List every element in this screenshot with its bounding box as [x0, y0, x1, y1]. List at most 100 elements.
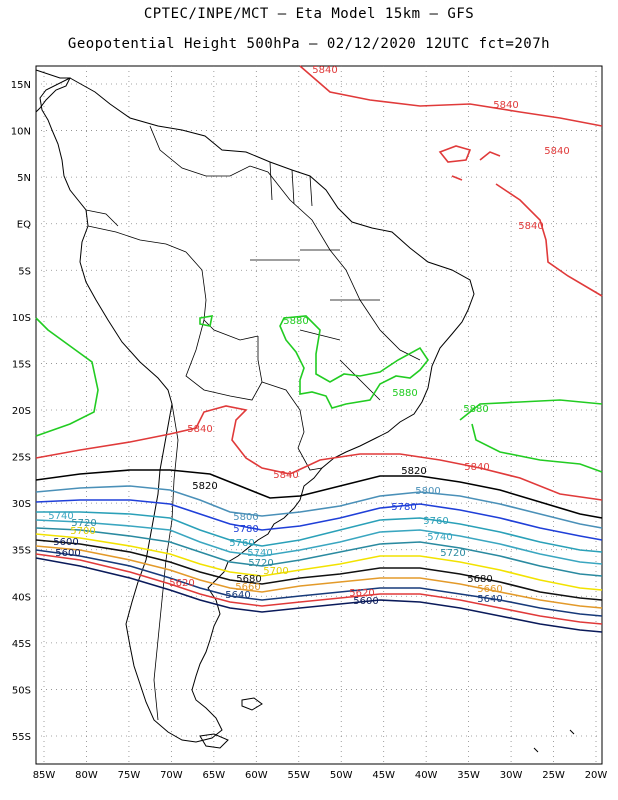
lat-tick-label: 50S — [12, 685, 31, 696]
longitude-labels: 85W 80W 75W 70W 65W 60W 55W 50W 45W 40W 35W 30W 25W 2… — [33, 770, 608, 781]
contour-5880-brazil — [199, 315, 429, 409]
contour-label-5740: 5740 — [247, 548, 272, 559]
lon-tick-label: 35W — [457, 770, 480, 781]
contour-lines — [35, 65, 603, 633]
lon-tick-label: 85W — [33, 770, 56, 781]
border-ecuador — [85, 209, 119, 227]
lat-tick-label: 5S — [18, 266, 31, 277]
tierra-del-fuego — [199, 733, 229, 749]
contour-label-5700: 5700 — [263, 566, 288, 577]
contour-label-5840: 5840 — [493, 100, 518, 111]
lon-tick-label: 55W — [287, 770, 310, 781]
contour-label-5840: 5840 — [544, 146, 569, 157]
lat-tick-label: 20S — [12, 406, 31, 417]
lon-tick-label: 50W — [330, 770, 353, 781]
border-colombia-peru — [87, 225, 187, 253]
contour-label-5680: 5680 — [236, 574, 261, 585]
lat-tick-label: 35S — [12, 546, 31, 557]
contour-5620 — [35, 553, 603, 625]
contour-label-5880: 5880 — [283, 316, 308, 327]
lon-tick-label: 65W — [203, 770, 226, 781]
contour-label-5880: 5880 — [392, 388, 417, 399]
contour-label-5620: 5620 — [169, 578, 194, 589]
contour-label-5600: 5600 — [53, 537, 78, 548]
contour-labels: 5840 5840 5840 5840 5840 5840 5840 5880 5880 5880… — [48, 65, 569, 607]
contour-label-5820: 5820 — [192, 481, 217, 492]
border-bolivia — [185, 319, 263, 401]
contour-5600 — [35, 557, 603, 633]
islands — [533, 729, 575, 753]
contour-label-5840: 5840 — [187, 424, 212, 435]
country-borders — [85, 125, 421, 721]
map-frame — [35, 65, 603, 765]
contour-label-5760: 5760 — [423, 516, 448, 527]
lon-tick-label: 45W — [372, 770, 395, 781]
contour-5660 — [35, 545, 603, 609]
falklands — [241, 697, 263, 711]
lat-tick-label: 30S — [12, 499, 31, 510]
border-brazil-states — [250, 171, 421, 401]
contour-label-5840: 5840 — [273, 470, 298, 481]
contour-label-5660: 5660 — [235, 582, 260, 593]
contour-5840-atlantic — [495, 183, 603, 297]
title-line-1: CPTEC/INPE/MCT – Eta Model 15km – GFS — [143, 6, 475, 22]
gridlines — [36, 66, 602, 764]
lon-tick-label: 40W — [415, 770, 438, 781]
contour-label-5880: 5880 — [463, 404, 488, 415]
south-america-coast — [39, 77, 475, 743]
contour-label-5780: 5780 — [391, 502, 416, 513]
latitude-labels: 15N 10N 5N EQ 5S 10S 15S 20S 25S 30S 35S 40S 45S 50S 5… — [11, 80, 31, 743]
border-colombia-venezuela — [149, 125, 269, 177]
contour-5800 — [35, 485, 603, 529]
lat-tick-label: 15N — [11, 80, 31, 91]
contour-label-5680: 5680 — [467, 574, 492, 585]
contour-label-5600: 5600 — [55, 548, 80, 559]
contour-5840-north — [299, 65, 603, 127]
coastlines — [35, 69, 575, 753]
lat-tick-label: 5N — [17, 173, 31, 184]
lat-tick-label: 40S — [12, 592, 31, 603]
contour-5820 — [35, 469, 603, 519]
contour-5700 — [35, 533, 603, 591]
lat-tick-label: 55S — [12, 732, 31, 743]
border-guianas — [269, 161, 313, 207]
contour-label-5620: 5620 — [349, 588, 374, 599]
lon-tick-label: 80W — [75, 770, 98, 781]
contour-label-5660: 5660 — [477, 584, 502, 595]
border-paraguay — [261, 381, 305, 449]
lon-tick-label: 30W — [500, 770, 523, 781]
contour-label-5720: 5720 — [71, 518, 96, 529]
border-argentina-chile — [153, 403, 179, 721]
contour-5740 — [35, 519, 603, 565]
border-uruguay — [297, 447, 323, 471]
contour-label-5640: 5640 — [477, 594, 502, 605]
title-line-2: Geopotential Height 500hPa – 02/12/2020 … — [67, 36, 551, 52]
contour-5680 — [35, 539, 603, 601]
lat-tick-label: 15S — [12, 359, 31, 370]
contour-label-5720: 5720 — [248, 558, 273, 569]
lat-tick-label: 45S — [12, 639, 31, 650]
contour-5780 — [35, 499, 603, 541]
contour-5720 — [35, 527, 603, 577]
lon-tick-label: 20W — [585, 770, 608, 781]
contour-5760 — [36, 511, 603, 553]
contour-5880-east — [459, 399, 603, 473]
contour-label-5740: 5740 — [48, 511, 73, 522]
central-america-coast — [35, 69, 71, 113]
border-brazil-west — [185, 251, 259, 341]
lon-tick-label: 60W — [245, 770, 268, 781]
contour-5840-south — [35, 405, 603, 501]
lon-tick-label: 75W — [118, 770, 141, 781]
contour-label-5740: 5740 — [427, 532, 452, 543]
contour-5880-west — [35, 317, 99, 437]
contour-label-5840: 5840 — [312, 65, 337, 76]
lat-tick-label: 10N — [11, 127, 31, 138]
lat-tick-label: 25S — [12, 453, 31, 464]
contour-label-5700: 5700 — [70, 526, 95, 537]
contour-label-5820: 5820 — [401, 466, 426, 477]
contour-label-5600: 5600 — [353, 596, 378, 607]
contour-label-5780: 5780 — [233, 524, 258, 535]
contour-label-5840: 5840 — [464, 462, 489, 473]
lat-tick-label: 10S — [12, 313, 31, 324]
